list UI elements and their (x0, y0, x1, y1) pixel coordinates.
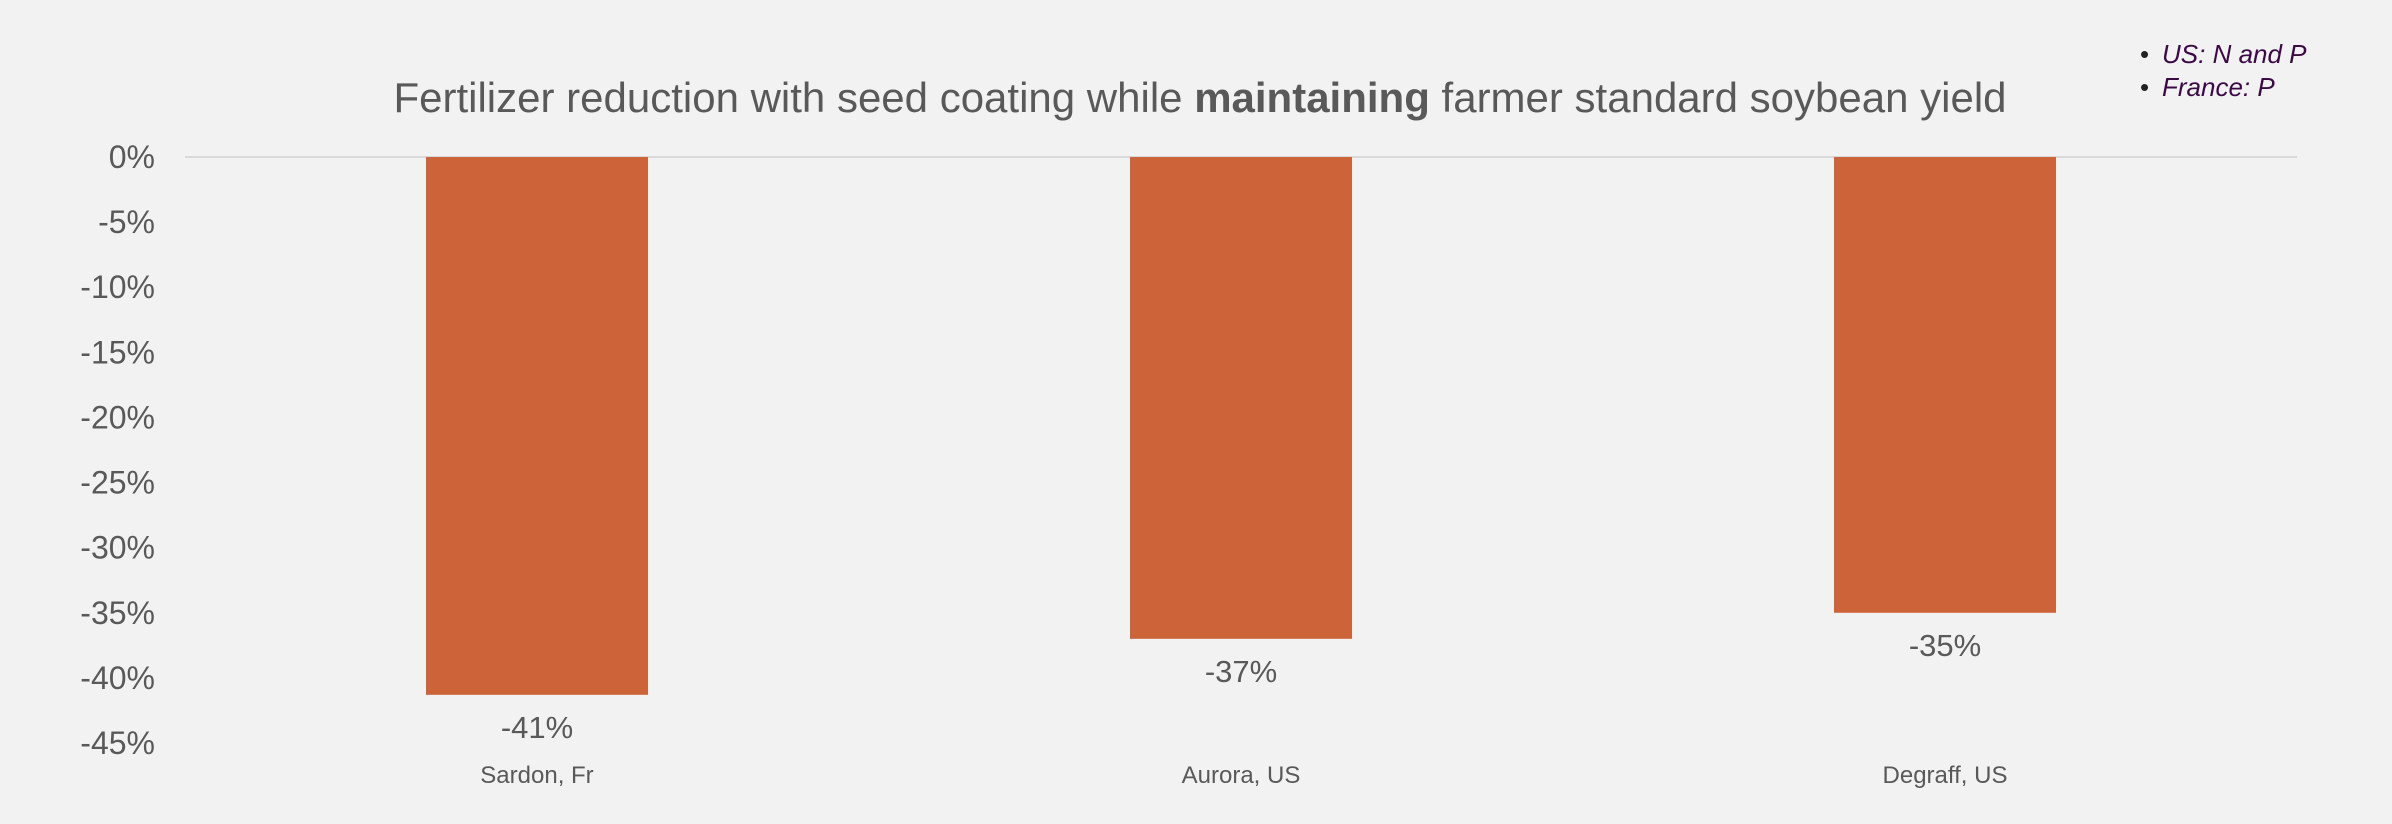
bar (1834, 157, 2056, 613)
x-tick-label: Aurora, US (1182, 762, 1301, 789)
y-axis-ticks: 0% -5% -10% -15% -20% -25% -30% -35% -40% -45% (80, 139, 155, 761)
note-item-france: • France: P (2140, 71, 2370, 104)
bars (426, 157, 2056, 695)
data-label: -41% (501, 710, 573, 745)
y-tick-label: -15% (80, 334, 155, 370)
x-tick-label: Degraff, US (1883, 762, 2008, 789)
note-text: US: N and P (2162, 39, 2307, 69)
note-text: France: P (2162, 72, 2275, 102)
bullet-icon: • (2140, 71, 2149, 104)
title-emphasis: maintaining (1194, 74, 1430, 121)
bar (426, 157, 648, 695)
x-axis-labels: Sardon, Fr Aurora, US Degraff, US (480, 762, 2007, 789)
y-tick-label: -30% (80, 530, 155, 566)
footnote-box: • US: N and P • France: P (2140, 38, 2370, 104)
y-tick-label: -25% (80, 465, 155, 501)
bullet-icon: • (2140, 38, 2149, 71)
title-segment: farmer standard soybean yield (1430, 74, 2007, 121)
y-tick-label: -5% (98, 204, 155, 240)
note-item-us: • US: N and P (2140, 38, 2370, 71)
bar (1130, 157, 1352, 639)
data-label: -37% (1205, 654, 1277, 689)
data-label: -35% (1909, 628, 1981, 663)
y-tick-label: 0% (109, 139, 155, 175)
data-labels: -41% -37% -35% (501, 628, 1981, 745)
x-tick-label: Sardon, Fr (480, 762, 593, 789)
title-segment: Fertilizer reduction with seed coating w… (393, 74, 1194, 121)
y-tick-label: -20% (80, 399, 155, 435)
y-tick-label: -45% (80, 725, 155, 761)
chart-title: Fertilizer reduction with seed coating w… (393, 74, 2006, 121)
y-tick-label: -40% (80, 660, 155, 696)
y-tick-label: -10% (80, 269, 155, 305)
y-tick-label: -35% (80, 595, 155, 631)
